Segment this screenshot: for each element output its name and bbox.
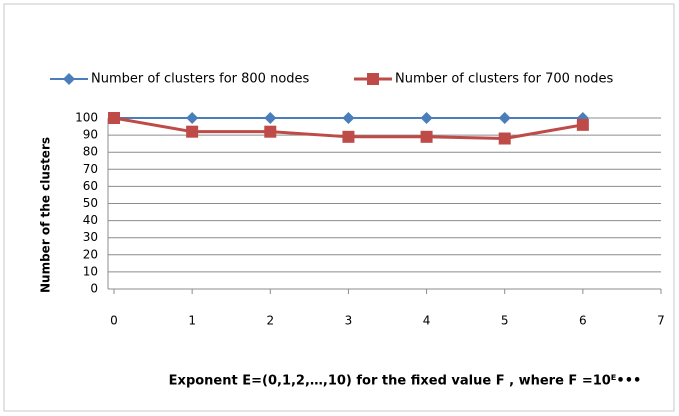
marker (264, 112, 277, 124)
legend-marker (367, 73, 379, 85)
x-tick-label: 1 (188, 314, 196, 328)
marker (498, 132, 511, 145)
x-tick-label: 4 (423, 314, 431, 328)
x-tick-label: 6 (579, 314, 587, 328)
legend-label: Number of clusters for 700 nodes (395, 72, 614, 87)
marker (264, 125, 277, 138)
y-tick-label: 10 (83, 264, 98, 278)
x-axis-title: Exponent E=(0,1,2,…,10) for the fixed va… (169, 374, 642, 389)
y-tick-label: 90 (83, 128, 98, 142)
marker (576, 118, 589, 131)
marker (420, 130, 433, 143)
marker (420, 112, 433, 124)
y-tick-label: 50 (83, 196, 98, 210)
y-tick-label: 60 (83, 179, 98, 193)
y-tick-label: 80 (83, 145, 98, 159)
x-tick-label: 0 (110, 314, 118, 328)
y-tick-label: 20 (83, 247, 98, 261)
chart-border (3, 3, 675, 412)
marker (342, 112, 355, 124)
marker (342, 130, 355, 143)
y-tick-label: 40 (83, 213, 98, 227)
marker (108, 112, 120, 124)
x-tick-label: 2 (266, 314, 274, 328)
y-tick-label: 100 (75, 111, 98, 125)
marker (186, 112, 199, 124)
x-tick-label: 3 (345, 314, 353, 328)
y-tick-label: 0 (90, 282, 98, 296)
legend-label: Number of clusters for 800 nodes (91, 72, 310, 87)
y-axis-title: Number of the clusters (39, 137, 53, 293)
x-tick-label: 7 (657, 314, 665, 328)
y-tick-label: 70 (83, 162, 98, 176)
marker (186, 125, 199, 138)
legend-marker (63, 73, 75, 85)
y-tick-label: 30 (83, 230, 98, 244)
x-tick-label: 5 (501, 314, 509, 328)
marker (498, 112, 511, 124)
